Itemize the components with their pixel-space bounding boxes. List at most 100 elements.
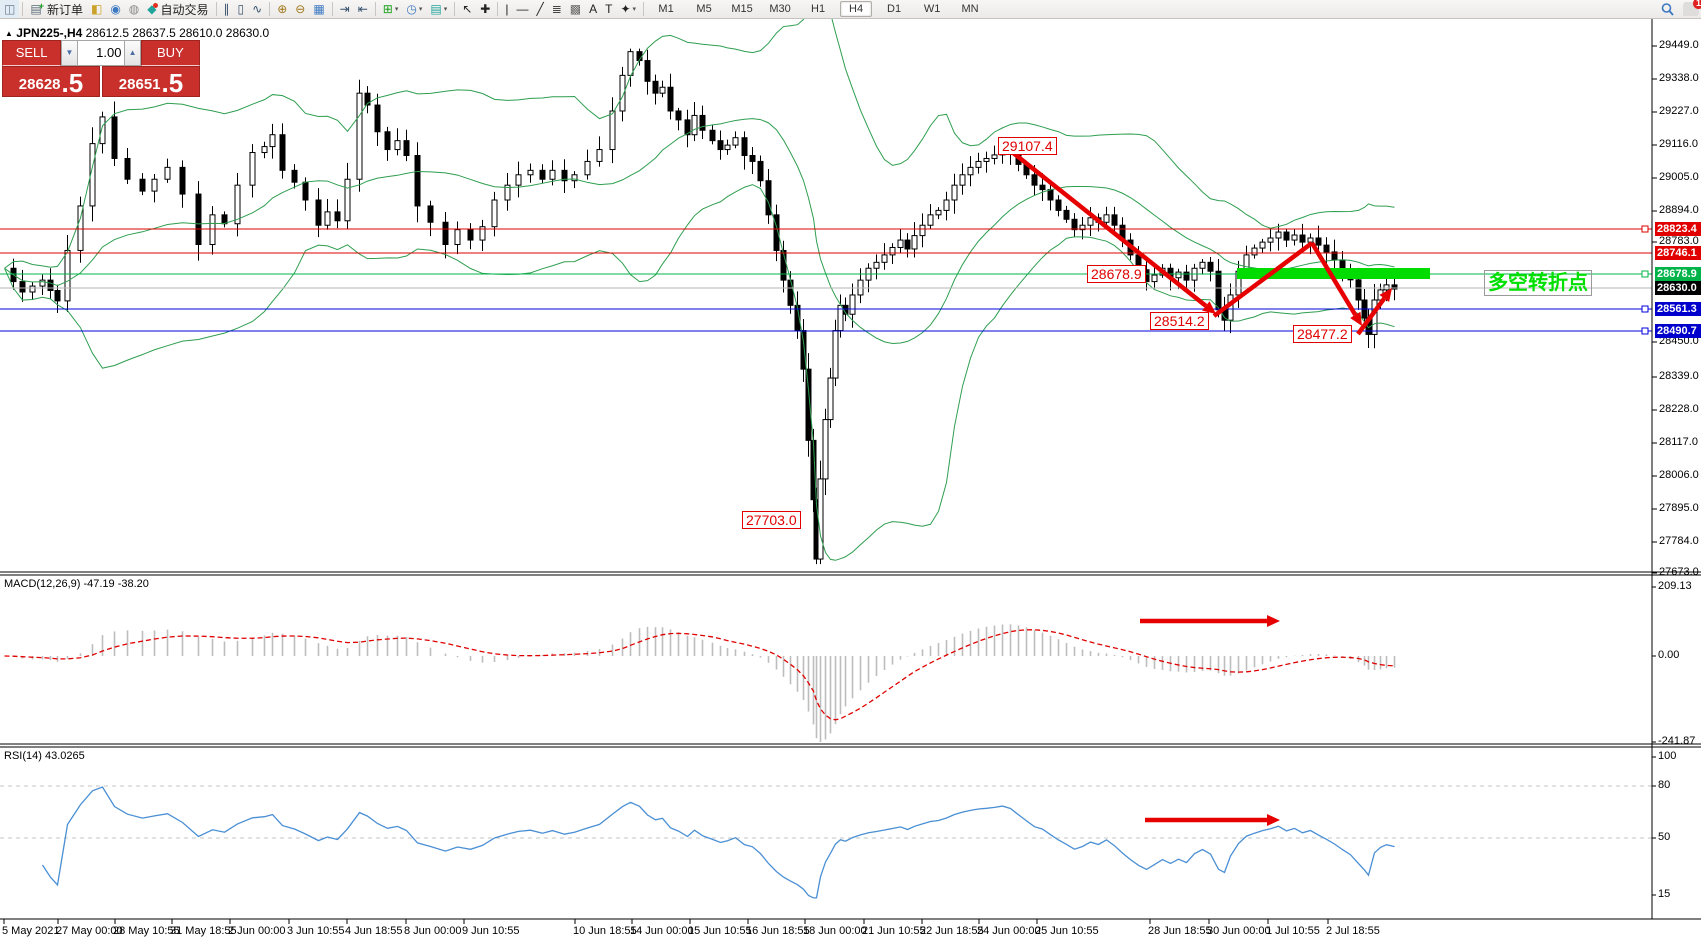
chart-title: ▲ JPN225-,H4 28612.5 28637.5 28610.0 286…	[5, 26, 269, 40]
text-icon: A	[589, 2, 598, 16]
price-tick-label: 29116.0	[1659, 138, 1698, 150]
date-label: 1 Jul 10:55	[1266, 925, 1320, 937]
timeframe-button-h1[interactable]: H1	[811, 3, 826, 15]
text-label-button[interactable]: T	[601, 0, 616, 18]
rsi-indicator-label: RSI(14) 43.0265	[4, 750, 85, 762]
templates-icon: ▤	[430, 2, 442, 16]
trendline-icon: ╱	[536, 2, 544, 16]
line-chart-button[interactable]: ∿	[248, 0, 266, 18]
price-tick-label: 28006.0	[1659, 469, 1699, 481]
volume-up-button[interactable]: ▲	[124, 40, 141, 66]
signal-button[interactable]: ◍	[125, 0, 143, 18]
price-annotation-label[interactable]: 28514.2	[1150, 312, 1209, 330]
indicators-button[interactable]: ⊞ ▾	[379, 0, 403, 18]
date-label: 2 Jun 00:00	[228, 925, 286, 937]
market-watch-button[interactable]: ◫	[0, 0, 20, 18]
trendline-button[interactable]: ╱	[532, 0, 547, 18]
horizontal-line-icon: —	[516, 2, 529, 16]
shapes-button[interactable]: ✦ ▾	[616, 0, 640, 18]
timeframe-button-w1[interactable]: W1	[923, 3, 941, 15]
price-tick-label: 29227.0	[1659, 105, 1699, 117]
volume-down-button[interactable]: ▼	[61, 40, 78, 66]
periods-button[interactable]: ◷ ▾	[402, 0, 426, 18]
text-button[interactable]: A	[585, 0, 601, 18]
bar-chart-icon: ∥	[223, 2, 230, 16]
crosshair-icon: ✚	[480, 2, 491, 16]
rsi-line	[41, 786, 1395, 899]
price-annotation-label[interactable]: 29107.4	[998, 137, 1057, 155]
symbol-ohlc: 28612.5 28637.5 28610.0 28630.0	[85, 26, 270, 40]
signal-icon: ◍	[128, 2, 140, 16]
cursor-button[interactable]: ↖	[458, 0, 476, 18]
autoscroll-button[interactable]: ⇥	[336, 0, 354, 18]
price-annotation-label[interactable]: 27703.0	[742, 511, 801, 529]
notifications-icon[interactable]: 1	[1683, 0, 1701, 16]
cursor-icon: ↖	[462, 2, 473, 16]
community-button[interactable]: ◉	[106, 0, 124, 18]
price-tick-label: 29005.0	[1659, 171, 1699, 183]
shapes-icon: ✦	[620, 2, 631, 16]
toolbar-separator	[269, 2, 271, 16]
toolbar-separator	[497, 2, 499, 16]
chevron-down-icon: ▾	[394, 6, 399, 13]
tile-windows-button[interactable]: ▦	[309, 0, 328, 18]
price-marker-label: 28746.1	[1655, 246, 1701, 260]
symbol-collapse-icon[interactable]: ▲	[5, 29, 13, 38]
price-annotation-label[interactable]: 28678.9	[1087, 265, 1146, 283]
chart-shift-button[interactable]: ⇤	[354, 0, 372, 18]
equidistant-channel-button[interactable]: ≣	[548, 0, 566, 18]
horizontal-line-button[interactable]: —	[512, 0, 532, 18]
new-order-button[interactable]: ▤ + 新订单	[26, 0, 87, 18]
crosshair-button[interactable]: ✚	[476, 0, 494, 18]
timeframe-button-m1[interactable]: M1	[658, 3, 674, 15]
timeframe-button-m5[interactable]: M5	[696, 3, 712, 15]
macd-indicator-label: MACD(12,26,9) -47.19 -38.20	[4, 578, 149, 590]
new-order-icon: ▤	[30, 2, 42, 16]
fibonacci-button[interactable]: ▩	[566, 0, 585, 18]
price-annotation-label[interactable]: 28477.2	[1293, 325, 1352, 343]
zoom-in-button[interactable]: ⊕	[273, 0, 291, 18]
macd-tick-label: -241.87	[1658, 735, 1696, 747]
bar-chart-button[interactable]: ∥	[220, 0, 234, 18]
timeframe-button-mn[interactable]: MN	[961, 3, 979, 15]
date-label: 31 May 18:55	[170, 925, 237, 937]
price-marker-label: 28630.0	[1655, 281, 1701, 295]
sell-price-fraction: .5	[61, 68, 84, 98]
date-label: 16 Jun 18:55	[746, 925, 810, 937]
toolbar-right-group: 1	[1652, 0, 1701, 17]
date-label: 30 Jun 00:00	[1207, 925, 1271, 937]
text-label-icon: T	[605, 2, 613, 16]
zoom-out-button[interactable]: ⊖	[291, 0, 309, 18]
chevron-down-icon: ▾	[418, 6, 423, 13]
date-label: 28 Jun 18:55	[1148, 925, 1212, 937]
macd-tick-label: 209.13	[1658, 580, 1692, 592]
price-tick-label: 27895.0	[1659, 502, 1699, 514]
rsi-tick-label: 15	[1658, 888, 1671, 900]
zoom-out-icon: ⊖	[295, 2, 306, 16]
chart-note-text[interactable]: 多空转折点	[1484, 270, 1592, 296]
date-label: 3 Jun 10:55	[287, 925, 345, 937]
sell-button[interactable]: SELL	[2, 40, 62, 66]
styles-button[interactable]: ◧	[87, 0, 106, 18]
sell-price[interactable]: 28628 .5	[2, 66, 101, 98]
price-tick-label: 29338.0	[1659, 72, 1699, 84]
buy-button[interactable]: BUY	[140, 40, 201, 66]
search-icon[interactable]	[1660, 2, 1675, 17]
buy-price[interactable]: 28651 .5	[102, 66, 201, 97]
candles-layer	[10, 48, 1398, 565]
templates-button[interactable]: ▤ ▾	[426, 0, 451, 18]
chevron-down-icon: ▾	[632, 6, 637, 13]
price-marker-label: 28823.4	[1655, 222, 1701, 236]
timeframe-button-h4[interactable]: H4	[840, 1, 873, 17]
zoom-in-icon: ⊕	[277, 2, 288, 16]
equidistant-channel-icon: ≣	[551, 2, 562, 16]
timeframe-button-m15[interactable]: M15	[731, 3, 753, 15]
timeframe-button-m30[interactable]: M30	[769, 3, 791, 15]
candlestick-button[interactable]: ▯	[234, 0, 249, 18]
timeframe-button-d1[interactable]: D1	[887, 3, 902, 15]
vertical-line-button[interactable]: |	[501, 0, 512, 18]
date-label: 4 Jun 18:55	[345, 925, 403, 937]
volume-input[interactable]: 1.00	[77, 40, 125, 66]
autotrade-button[interactable]: ◆ 自动交易	[143, 0, 212, 18]
